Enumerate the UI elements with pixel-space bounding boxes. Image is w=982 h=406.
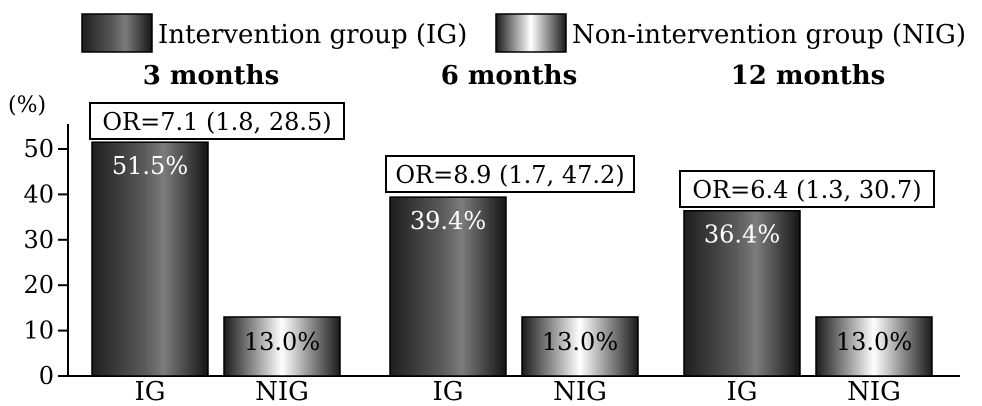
odds-ratio-box xyxy=(89,102,345,140)
bar-group-2: 12 months 36.4% IG 13.0% NIG OR=6.4 (1.3, 30.… xyxy=(679,61,935,406)
bar-group-0: 3 months 51.5% IG 13.0% NIG OR=7.1 (1.8, 28.5… xyxy=(89,61,345,406)
legend-label-ig: Intervention group (IG) xyxy=(158,20,467,50)
group-title: 12 months xyxy=(731,61,886,91)
legend: Intervention group (IG) Non-intervention… xyxy=(81,13,966,53)
bar-value-label: 13.0% xyxy=(244,328,320,356)
legend-swatch-ig xyxy=(81,13,153,53)
x-tick-label: NIG xyxy=(553,377,607,406)
bar-value-label: 39.4% xyxy=(410,207,486,235)
odds-ratio-label: OR=6.4 (1.3, 30.7) xyxy=(692,176,921,204)
bar-value-label: 13.0% xyxy=(836,328,912,356)
y-tick-label: 40 xyxy=(23,180,54,208)
y-tick-label: 0 xyxy=(39,362,54,390)
y-axis: (%) 0 10 20 30 40 50 xyxy=(8,93,69,390)
odds-ratio-label: OR=7.1 (1.8, 28.5) xyxy=(102,108,331,136)
x-tick-label: IG xyxy=(134,377,165,406)
legend-label-nig: Non-intervention group (NIG) xyxy=(572,20,966,50)
odds-ratio-box xyxy=(385,155,635,193)
x-tick-label: NIG xyxy=(847,377,901,406)
group-title: 6 months xyxy=(441,61,577,91)
bar-group-1: 6 months 39.4% IG 13.0% NIG OR=8.9 (1.7, 47.2… xyxy=(385,61,639,406)
group-title: 3 months xyxy=(143,61,279,91)
bar xyxy=(683,209,801,377)
x-tick-label: IG xyxy=(726,377,757,406)
bar xyxy=(815,316,933,377)
y-tick-label: 50 xyxy=(23,135,54,163)
odds-ratio-box xyxy=(679,170,935,208)
bar-value-label: 36.4% xyxy=(704,221,780,249)
x-tick-label: IG xyxy=(432,377,463,406)
y-axis-unit-label: (%) xyxy=(8,93,46,118)
bar xyxy=(521,316,639,377)
y-tick-label: 20 xyxy=(23,271,54,299)
y-tick-label: 30 xyxy=(23,226,54,254)
x-tick-label: NIG xyxy=(255,377,309,406)
odds-ratio-label: OR=8.9 (1.7, 47.2) xyxy=(395,161,624,189)
bar-value-label: 13.0% xyxy=(542,328,618,356)
y-tick-label: 10 xyxy=(23,317,54,345)
legend-swatch-nig xyxy=(495,13,567,53)
bar xyxy=(223,316,341,377)
bar-value-label: 51.5% xyxy=(112,152,188,180)
bar xyxy=(91,141,209,377)
bar xyxy=(389,196,507,377)
chart-marks: 3 months 51.5% IG 13.0% NIG OR=7.1 (1.8, 28.5… xyxy=(89,61,935,406)
